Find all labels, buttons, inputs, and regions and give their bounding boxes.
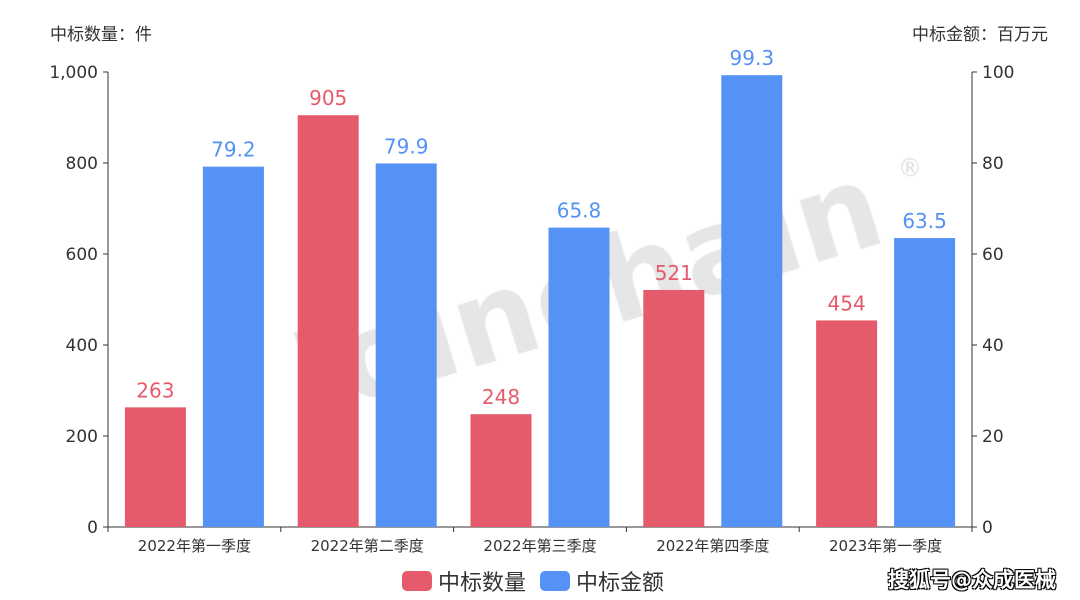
data-label-count: 521: [655, 261, 693, 285]
left-tick-label: 1,000: [49, 63, 98, 83]
data-label-amount: 65.8: [557, 199, 602, 223]
bar-count: [297, 115, 359, 527]
data-label-count: 263: [136, 378, 174, 402]
bar-amount: [548, 227, 610, 528]
source-watermark: 搜狐号@众成医械: [888, 568, 1056, 592]
data-label-amount: 99.3: [730, 46, 775, 70]
legend-label-count: 中标数量: [438, 571, 527, 596]
legend-label-amount: 中标金额: [576, 571, 665, 596]
left-tick-label: 600: [66, 245, 98, 265]
legend-item-amount[interactable]: 中标金额: [540, 565, 664, 597]
right-tick-label: 60: [982, 245, 1004, 265]
right-axis-label: 中标金额：百万元: [912, 25, 1048, 45]
right-tick-label: 0: [982, 518, 993, 538]
bar-count: [816, 320, 878, 527]
left-tick-label: 800: [66, 154, 98, 174]
x-tick-label: 2022年第二季度: [311, 537, 424, 555]
left-tick-label: 200: [66, 427, 98, 447]
right-tick-label: 20: [982, 427, 1004, 447]
x-tick-label: 2022年第四季度: [656, 537, 769, 555]
bar-amount: [894, 238, 956, 527]
legend: 中标数量 中标金额: [402, 565, 678, 597]
right-tick-label: 80: [982, 154, 1004, 174]
data-label-amount: 79.2: [211, 138, 256, 162]
bar-count: [124, 407, 186, 527]
legend-swatch-count: [402, 571, 432, 591]
legend-item-count[interactable]: 中标数量: [402, 565, 526, 597]
left-axis-label: 中标数量：件: [50, 25, 152, 45]
bar-count: [470, 414, 532, 527]
data-label-count: 905: [309, 86, 347, 110]
data-label-amount: 63.5: [902, 209, 947, 233]
bar-amount: [202, 166, 264, 527]
x-tick-label: 2023年第一季度: [829, 537, 942, 555]
legend-swatch-amount: [540, 571, 571, 591]
x-tick-label: 2022年第一季度: [138, 537, 251, 555]
bar-amount: [375, 163, 437, 527]
left-tick-label: 400: [66, 336, 98, 356]
bar-amount: [721, 75, 783, 527]
data-label-amount: 79.9: [384, 134, 429, 158]
left-tick-label: 0: [87, 518, 98, 538]
right-tick-label: 40: [982, 336, 1004, 356]
data-label-count: 248: [482, 385, 520, 409]
bar-count: [643, 289, 705, 527]
x-tick-label: 2022年第三季度: [483, 537, 596, 555]
data-label-count: 454: [828, 291, 866, 315]
right-tick-label: 100: [982, 63, 1014, 83]
